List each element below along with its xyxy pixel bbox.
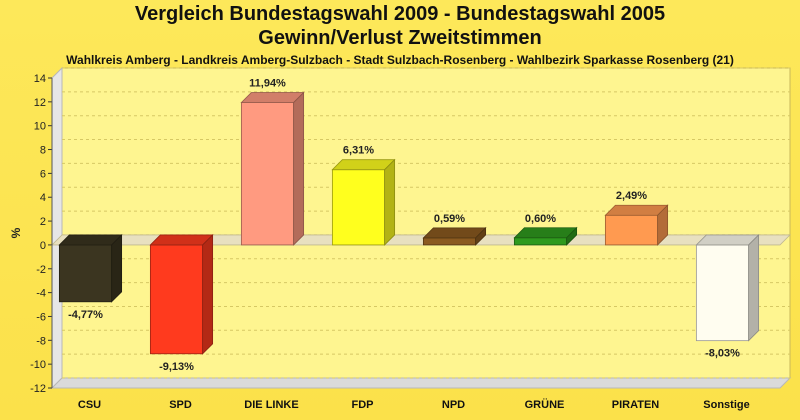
bar [604, 214, 659, 246]
left-wall [51, 66, 63, 390]
bar-top [513, 227, 578, 239]
bar-top [695, 234, 760, 246]
x-tick-label: SPD [169, 399, 192, 411]
chart-subtitle: Wahlkreis Amberg - Landkreis Amberg-Sulz… [66, 53, 734, 67]
bar-side [384, 158, 396, 246]
bar [331, 169, 386, 246]
x-tick-label: GRÜNE [525, 398, 565, 411]
bar [513, 237, 568, 246]
data-label: 0,60% [525, 213, 556, 225]
bar-side [293, 91, 305, 246]
y-tick-label: -8 [36, 335, 46, 347]
bar [149, 244, 204, 355]
y-tick-label: 12 [34, 97, 46, 109]
x-tick-label: DIE LINKE [244, 399, 298, 411]
bar-side [475, 226, 487, 246]
y-tick-label: 0 [40, 240, 46, 252]
data-label: 0,59% [434, 213, 465, 225]
y-tick-label: -12 [30, 383, 46, 395]
bar [695, 244, 750, 342]
x-tick-label: PIRATEN [612, 399, 660, 411]
y-tick-label: 2 [40, 216, 46, 228]
y-tick-label: 10 [34, 121, 46, 133]
floor [50, 377, 792, 389]
bar [422, 237, 477, 246]
x-tick-label: Sonstige [703, 399, 749, 411]
bar-side [748, 233, 760, 342]
bar-top [149, 234, 214, 246]
bar-top [331, 159, 396, 171]
data-label: 2,49% [616, 190, 647, 202]
bar-side [202, 233, 214, 355]
y-tick-label: -6 [36, 311, 46, 323]
data-label: 11,94% [249, 78, 286, 90]
data-label: -9,13% [159, 361, 194, 373]
chart-title-line2: Gewinn/Verlust Zweitstimmen [258, 27, 542, 49]
y-tick-label: 14 [34, 73, 46, 85]
bar-top [604, 204, 669, 216]
x-tick-label: NPD [442, 399, 465, 411]
y-tick-label: 8 [40, 145, 46, 157]
y-tick-label: -4 [36, 288, 46, 300]
chart-title: Vergleich Bundestagswahl 2009 - Bundesta… [134, 3, 666, 25]
bar-top [240, 92, 305, 103]
y-axis-label: % [9, 227, 23, 238]
x-tick-label: FDP [352, 399, 374, 411]
bar [240, 102, 295, 246]
bar-side [111, 233, 123, 303]
y-tick-label: -2 [36, 264, 46, 276]
x-tick-label: CSU [78, 399, 101, 411]
bar-side [657, 204, 669, 246]
y-tick-label: -10 [30, 359, 46, 371]
y-tick-label: 4 [40, 192, 46, 204]
data-label: -4,77% [68, 309, 103, 321]
bar-top [422, 227, 487, 239]
bar-top [58, 234, 123, 246]
data-label: -8,03% [705, 348, 740, 360]
bar [58, 244, 113, 303]
data-label: 6,31% [343, 145, 374, 157]
bar-side [566, 226, 578, 246]
y-tick-label: 6 [40, 168, 46, 180]
